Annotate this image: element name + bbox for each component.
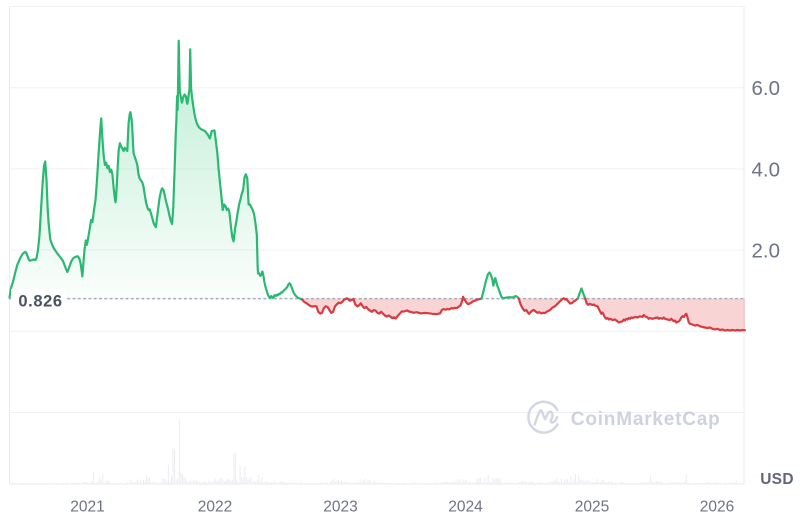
svg-text:2.0: 2.0 — [752, 240, 781, 263]
svg-text:USD: USD — [760, 471, 794, 488]
svg-text:2021: 2021 — [70, 498, 104, 514]
svg-text:2022: 2022 — [198, 498, 232, 514]
svg-text:CoinMarketCap: CoinMarketCap — [571, 409, 721, 430]
svg-text:2023: 2023 — [323, 498, 357, 514]
svg-text:4.0: 4.0 — [752, 158, 781, 181]
svg-text:2025: 2025 — [575, 498, 609, 514]
svg-text:2026: 2026 — [700, 498, 734, 514]
svg-text:6.0: 6.0 — [752, 77, 781, 100]
svg-text:0.826: 0.826 — [18, 293, 62, 311]
svg-text:2024: 2024 — [448, 498, 483, 514]
